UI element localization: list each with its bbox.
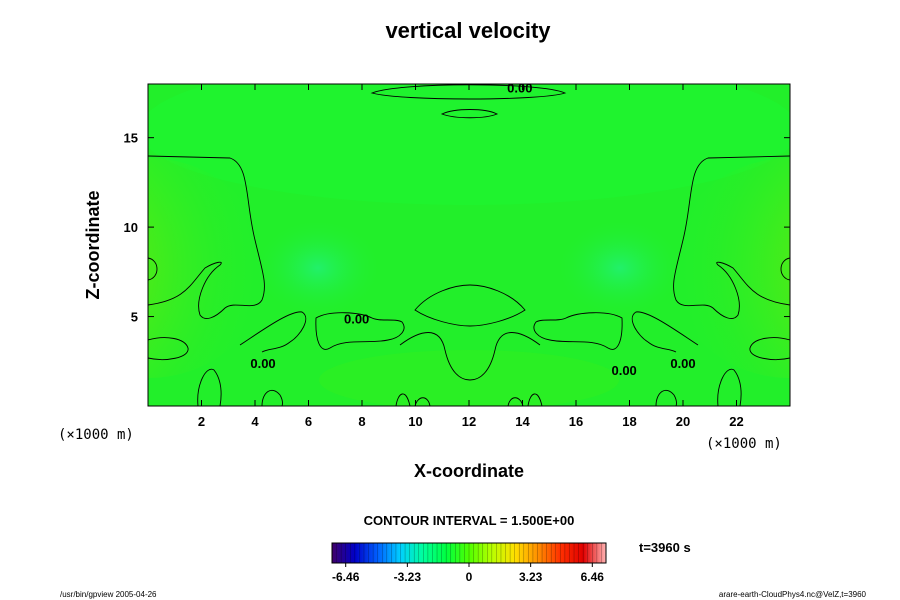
contour-left-edge	[148, 155, 265, 319]
contour-right-low-loop	[749, 337, 790, 360]
contour-right-nub	[780, 257, 790, 281]
y-tick-label-0: 5	[131, 310, 138, 325]
contour-central-lens	[414, 284, 526, 327]
colorbar-tick-label-0: -6.46	[332, 570, 360, 584]
colorbar-tick-label-4: 6.46	[581, 570, 605, 584]
contour-left-mid-curve	[239, 311, 307, 353]
field-lower-patch	[319, 350, 619, 406]
x-axis-unit: (×1000 m)	[706, 436, 782, 452]
x-tick-label-2: 6	[305, 414, 312, 429]
x-tick-label-6: 14	[515, 414, 530, 429]
x-tick-label-10: 22	[729, 414, 743, 429]
footer-left: /usr/bin/gpview 2005-04-26	[60, 590, 157, 599]
colorbar-tick-label-3: 3.23	[519, 570, 543, 584]
contour-bottom-bump-4	[655, 389, 677, 406]
time-text: t=3960 s	[639, 540, 691, 555]
contour-label-2: 0.00	[250, 356, 275, 371]
y-axis-label: Z-coordinate	[83, 190, 103, 299]
contour-left-mid-blob	[315, 312, 405, 350]
field-right-glow	[670, 158, 790, 378]
contour-label-3: 0.00	[611, 363, 636, 378]
field-cyan-patch-left	[253, 218, 383, 318]
y-axis-unit: (×1000 m)	[58, 427, 134, 443]
colorbar-segments	[336, 543, 602, 563]
colorbar-ticks: -6.46 -3.23 0 3.23 6.46	[332, 563, 604, 584]
y-tick-label-2: 15	[124, 131, 138, 146]
plot-area	[148, 84, 790, 406]
contour-bottom-bump-5	[395, 393, 411, 406]
contour-left-low-loop	[148, 337, 189, 360]
field-left-glow	[148, 158, 268, 378]
contour-label-4: 0.00	[670, 356, 695, 371]
contour-top-small	[440, 109, 499, 119]
x-tick-label-5: 12	[462, 414, 476, 429]
contour-interval-text: CONTOUR INTERVAL = 1.500E+00	[364, 513, 575, 528]
contour-label-0: 0.00	[507, 81, 532, 96]
contour-right-mid-curve	[631, 311, 699, 353]
field-upper-region	[148, 84, 790, 205]
contour-right-edge	[673, 155, 790, 319]
contour-top-band	[370, 84, 567, 100]
contour-bottom-bump-6	[527, 393, 543, 406]
contour-label-1: 0.00	[344, 311, 369, 326]
footer-right: arare-earth-CloudPhys4.nc@VelZ,t=3960	[719, 590, 867, 599]
y-tick-label-1: 10	[124, 220, 138, 235]
contour-labels: 0.00 0.00 0.00 0.00 0.00	[250, 81, 695, 379]
chart-title: vertical velocity	[385, 18, 551, 43]
contour-bottom-bump-2	[717, 368, 742, 406]
colorbar-tick-label-2: 0	[466, 570, 473, 584]
contour-bottom-bump-1	[197, 368, 222, 406]
x-tick-label-3: 8	[358, 414, 365, 429]
x-axis-ticks: 2 4 6 8 10 12 14 16 18 20 22	[198, 84, 744, 429]
x-axis-label: X-coordinate	[414, 461, 524, 481]
contour-lines	[148, 84, 790, 406]
x-tick-label-1: 4	[251, 414, 259, 429]
x-tick-label-7: 16	[569, 414, 583, 429]
y-axis-ticks: 5 10 15	[124, 131, 790, 325]
contour-left-nub	[148, 257, 158, 281]
x-tick-label-8: 18	[622, 414, 636, 429]
colorbar-tick-label-1: -3.23	[394, 570, 422, 584]
field-cyan-patch-right	[555, 218, 685, 318]
contour-center-lower	[399, 332, 541, 381]
x-tick-label-4: 10	[408, 414, 422, 429]
contour-right-mid-blob	[533, 312, 623, 350]
x-tick-label-0: 2	[198, 414, 205, 429]
x-tick-label-9: 20	[676, 414, 690, 429]
contour-bottom-bump-3	[261, 389, 283, 406]
